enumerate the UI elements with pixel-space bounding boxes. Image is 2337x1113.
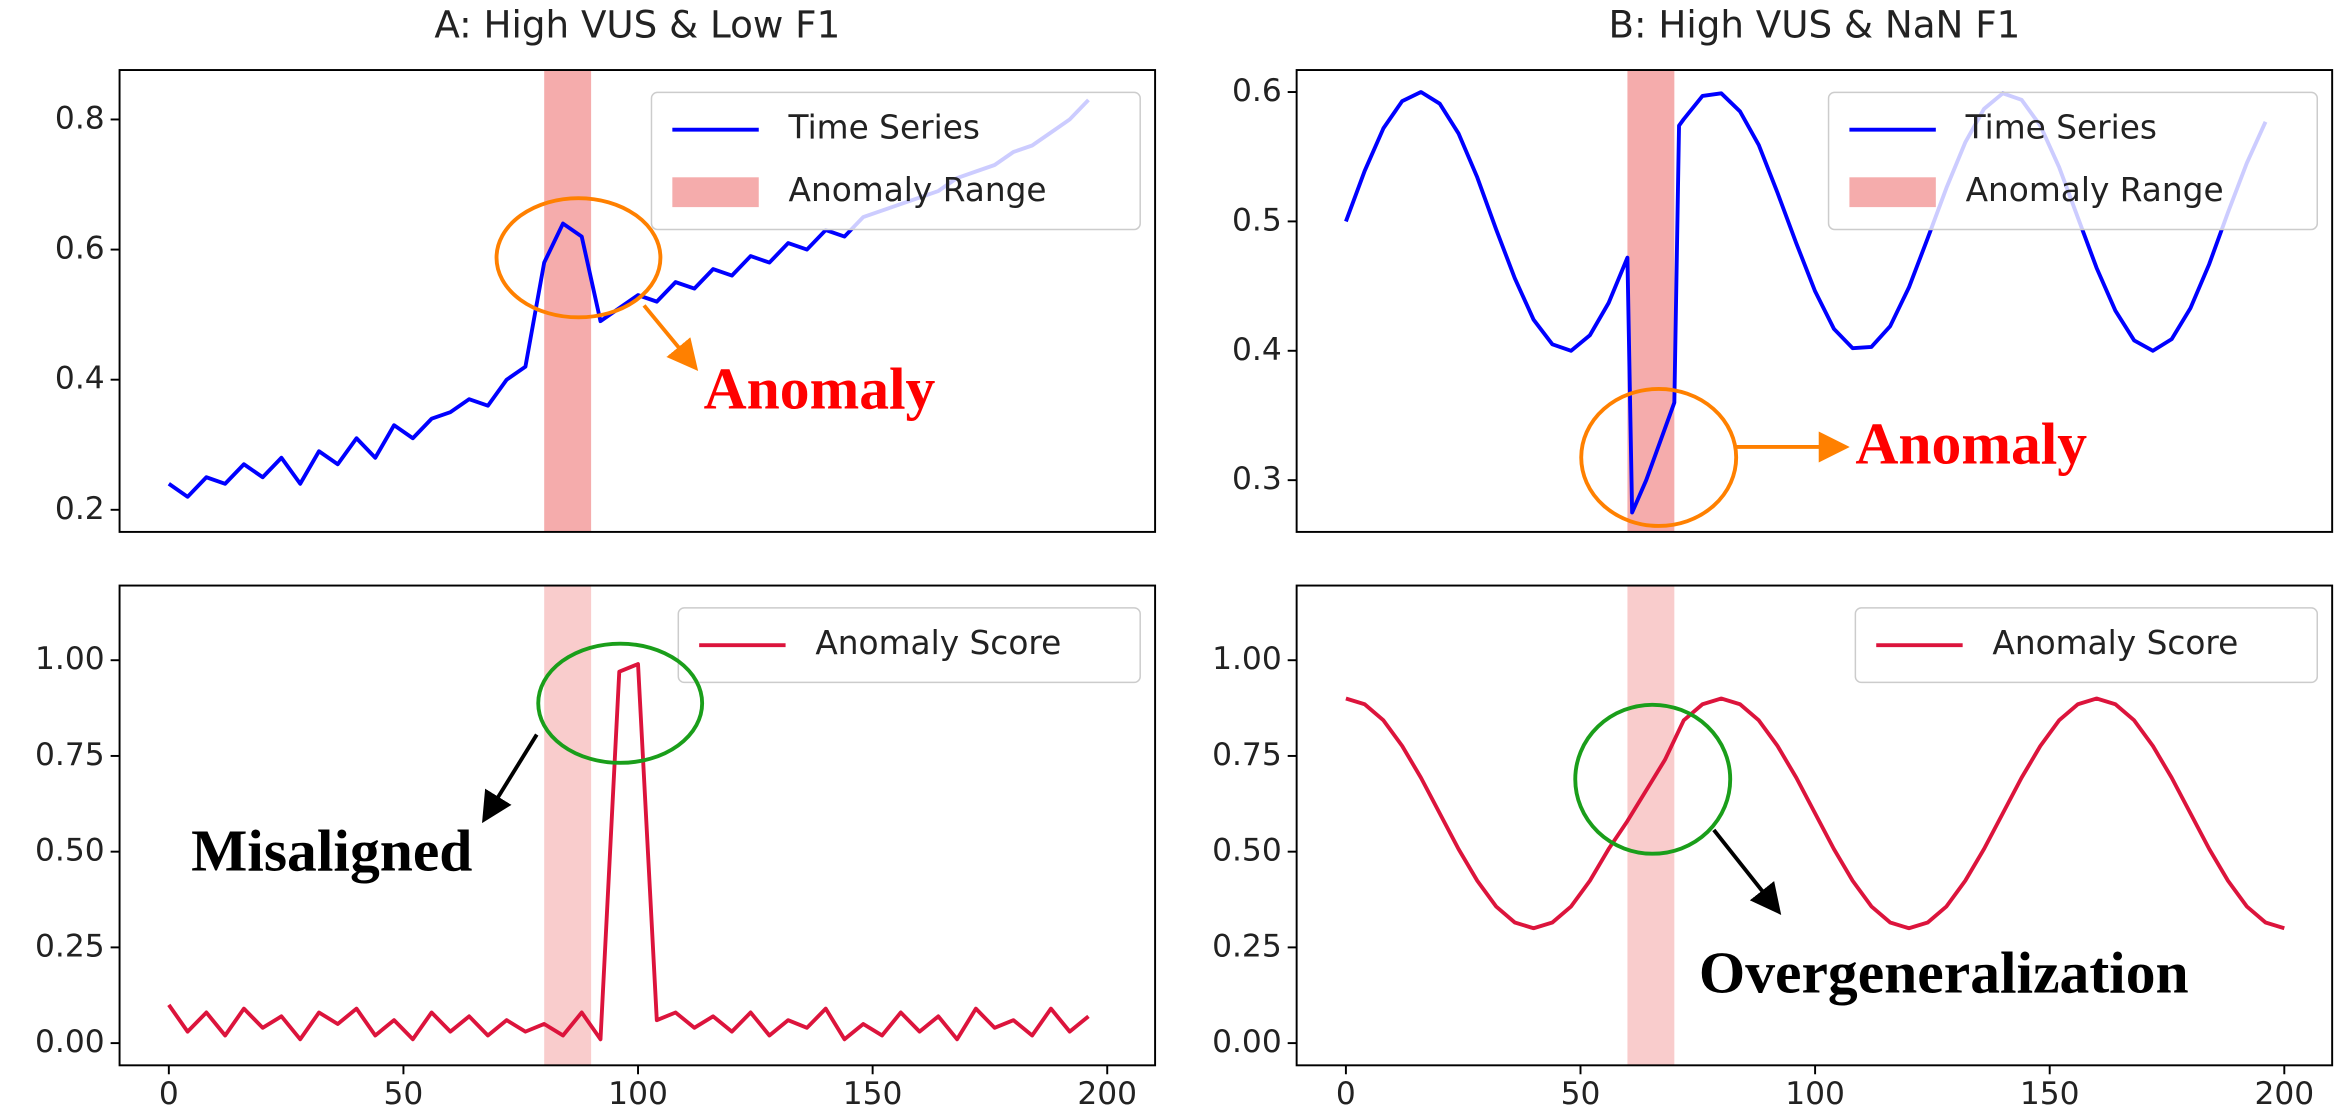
y-tick-label: 0.00 bbox=[1212, 1024, 1282, 1060]
y-tick-label: 0.3 bbox=[1232, 461, 1282, 497]
y-tick-label: 1.00 bbox=[35, 641, 105, 677]
y-tick-label: 0.25 bbox=[35, 928, 105, 964]
y-tick-label: 0.8 bbox=[55, 100, 105, 136]
legend-label: Time Series bbox=[1965, 109, 2157, 147]
legend-label: Anomaly Range bbox=[1966, 171, 2224, 209]
x-tick-label: 200 bbox=[1077, 1076, 1137, 1112]
y-tick-label: 0.75 bbox=[1212, 737, 1282, 773]
x-tick-label: 150 bbox=[2020, 1076, 2080, 1112]
anomaly-range bbox=[1627, 585, 1675, 1066]
chart-title: B: High VUS & NaN F1 bbox=[1608, 2, 2020, 46]
anomaly-range bbox=[544, 70, 592, 532]
legend-box bbox=[1827, 91, 2319, 231]
annotation-arrow bbox=[482, 733, 539, 824]
legend-box bbox=[650, 91, 1141, 231]
legend: Time Series Anomaly Range bbox=[650, 91, 1141, 231]
legend-box bbox=[677, 607, 1141, 684]
x-tick-label: 0 bbox=[159, 1076, 179, 1112]
legend: Anomaly Score bbox=[677, 607, 1141, 684]
y-tick-label: 0.4 bbox=[1232, 332, 1282, 368]
annotation-text: Anomaly bbox=[1855, 411, 2087, 477]
plot-frame bbox=[1295, 69, 2334, 533]
x-tick-label: 100 bbox=[608, 1076, 668, 1112]
annotation-arrow bbox=[642, 304, 699, 372]
annotation-text: Misaligned bbox=[191, 817, 472, 883]
series-line bbox=[1344, 90, 2268, 515]
x-tick-label: 200 bbox=[2254, 1076, 2314, 1112]
highlight-ellipse bbox=[494, 196, 663, 320]
plot-frame bbox=[118, 69, 1157, 533]
anomaly-range bbox=[544, 585, 592, 1066]
legend-label: Anomaly Score bbox=[815, 624, 1061, 662]
y-tick-label: 0.5 bbox=[1232, 202, 1282, 238]
y-tick-label: 0.4 bbox=[55, 361, 105, 397]
annotation-arrow bbox=[1712, 828, 1782, 915]
legend-patch bbox=[1849, 177, 1936, 208]
y-tick-label: 0.6 bbox=[55, 231, 105, 267]
legend-box bbox=[1854, 607, 2319, 684]
x-tick-label: 100 bbox=[1785, 1076, 1845, 1112]
plot-area bbox=[1345, 585, 2285, 1066]
legend-patch bbox=[672, 177, 759, 208]
highlight-ellipse bbox=[536, 641, 705, 765]
legend-label: Time Series bbox=[788, 109, 980, 147]
plot-area bbox=[167, 585, 1090, 1066]
y-tick-label: 1.00 bbox=[1212, 641, 1282, 677]
x-tick-label: 50 bbox=[384, 1076, 424, 1112]
legend-label: Anomaly Range bbox=[789, 171, 1047, 209]
x-tick-label: 50 bbox=[1561, 1076, 1601, 1112]
y-tick-label: 0.2 bbox=[55, 491, 105, 527]
annotation-text: Overgeneralization bbox=[1699, 940, 2189, 1006]
legend: Time Series Anomaly Range bbox=[1827, 91, 2319, 231]
annotation-text: Anomaly bbox=[704, 356, 936, 422]
highlight-ellipse bbox=[1579, 386, 1739, 528]
chart-title: A: High VUS & Low F1 bbox=[434, 2, 840, 46]
series-line bbox=[1345, 696, 2285, 931]
y-tick-label: 0.00 bbox=[35, 1024, 105, 1060]
anomaly-range bbox=[1627, 70, 1675, 532]
y-tick-label: 0.50 bbox=[1212, 833, 1282, 869]
y-tick-label: 0.75 bbox=[35, 737, 105, 773]
highlight-ellipse bbox=[1573, 702, 1733, 856]
legend: Anomaly Score bbox=[1854, 607, 2319, 684]
y-tick-label: 0.25 bbox=[1212, 928, 1282, 964]
x-tick-label: 150 bbox=[843, 1076, 903, 1112]
plot-area bbox=[1344, 70, 2268, 532]
legend-label: Anomaly Score bbox=[1992, 624, 2238, 662]
y-tick-label: 0.6 bbox=[1232, 73, 1282, 109]
series-line bbox=[167, 662, 1090, 1042]
x-tick-label: 0 bbox=[1336, 1076, 1356, 1112]
y-tick-label: 0.50 bbox=[35, 833, 105, 869]
